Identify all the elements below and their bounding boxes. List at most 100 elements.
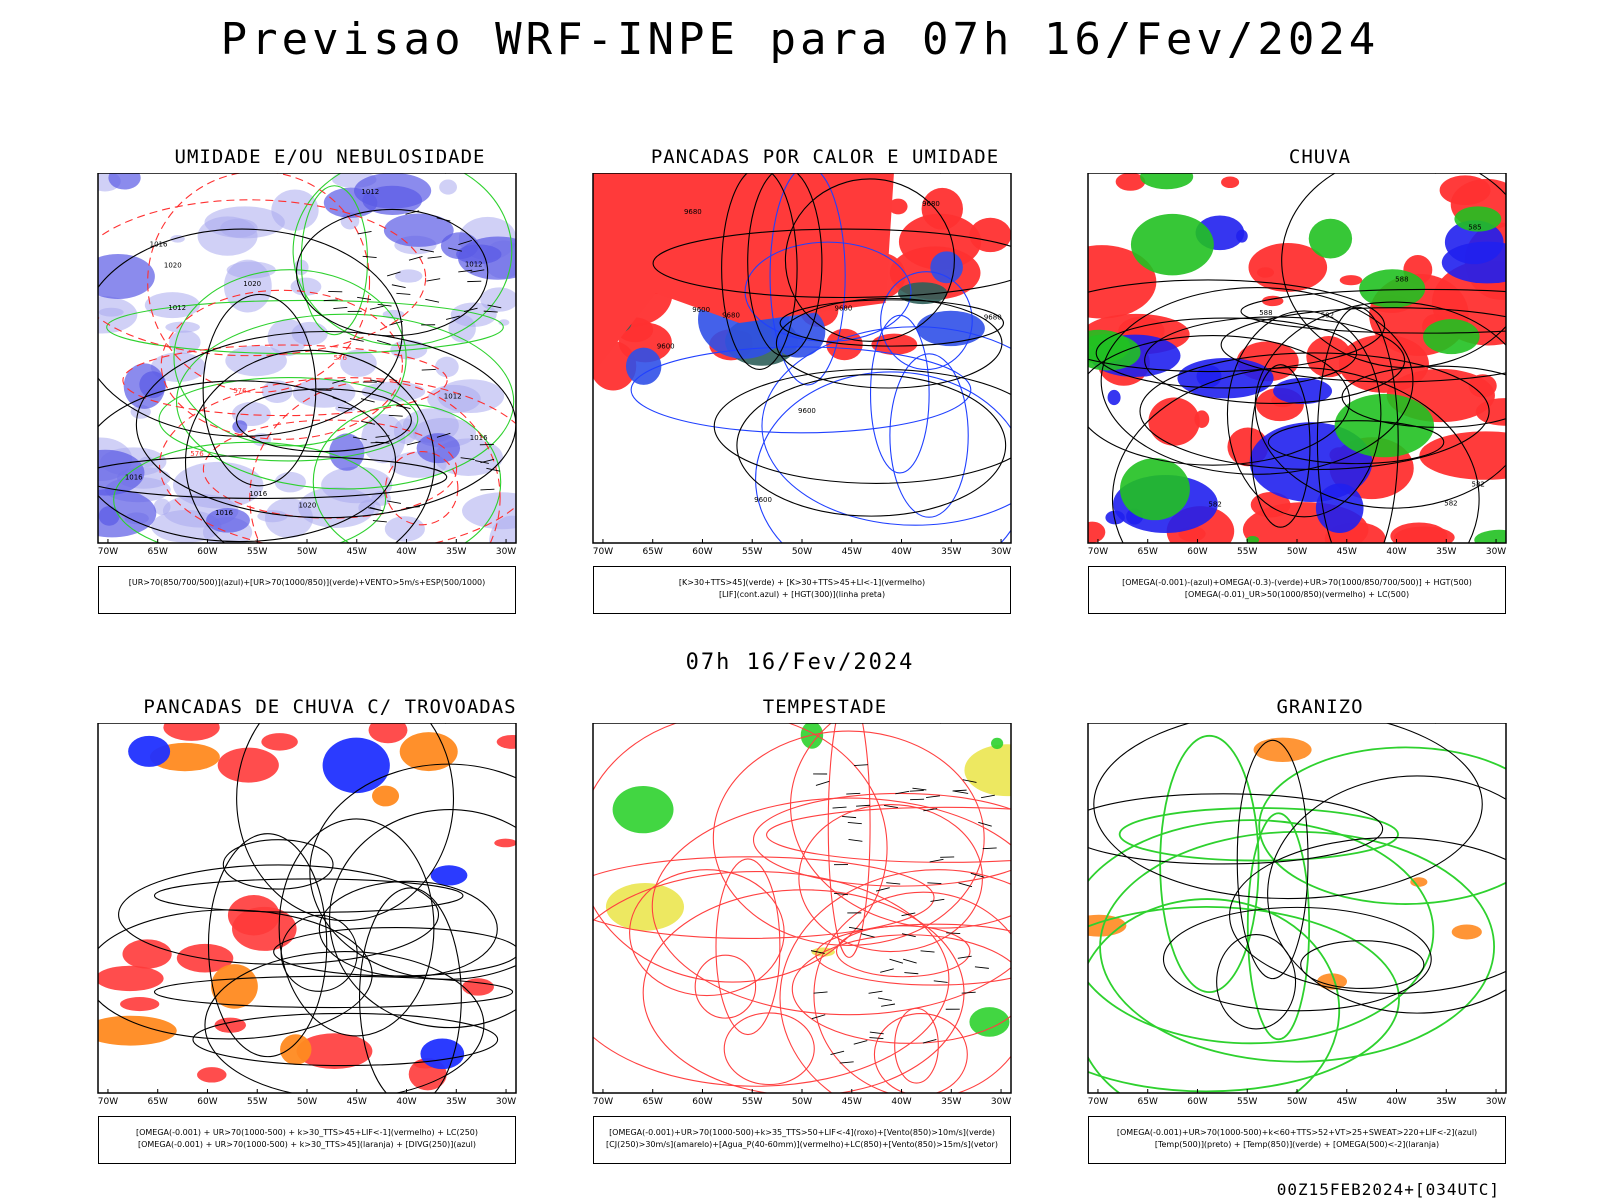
contour-line bbox=[385, 450, 459, 526]
lon-label: 60W bbox=[197, 547, 217, 557]
shaded-area bbox=[296, 1033, 373, 1070]
contour-line bbox=[295, 208, 489, 337]
contour-line bbox=[249, 380, 501, 543]
contour-line bbox=[694, 954, 757, 1019]
shaded-area bbox=[261, 380, 293, 404]
shaded-area bbox=[108, 173, 141, 190]
wind-arrow bbox=[839, 1061, 854, 1064]
lon-label: 70W bbox=[1088, 1097, 1108, 1107]
map-plot: 12S15S18S21S24S27S30S33S36S39S42S70W65W6… bbox=[97, 173, 517, 557]
lon-label: 70W bbox=[593, 1097, 613, 1107]
wind-arrow bbox=[912, 787, 927, 791]
shaded-area bbox=[122, 939, 172, 969]
wind-arrow bbox=[927, 882, 942, 884]
lon-label: 55W bbox=[1237, 547, 1257, 557]
shaded-area bbox=[1451, 924, 1482, 940]
contour-label: 1016 bbox=[249, 490, 267, 498]
shaded-area bbox=[280, 1034, 312, 1065]
contour-line bbox=[280, 914, 358, 992]
contour-line bbox=[1088, 335, 1351, 466]
contour-label: 1012 bbox=[444, 393, 462, 401]
mid-title: 07h 16/Fev/2024 bbox=[685, 650, 915, 675]
shaded-area bbox=[780, 332, 804, 349]
contour-line bbox=[292, 173, 513, 347]
contour-label: 1020 bbox=[164, 262, 182, 270]
shaded-area bbox=[1246, 536, 1260, 543]
lon-label: 55W bbox=[742, 547, 762, 557]
shaded-area bbox=[916, 310, 985, 347]
contour-line bbox=[1088, 906, 1400, 1093]
contour-line bbox=[1240, 288, 1506, 334]
contour-line bbox=[106, 299, 504, 355]
wind-arrow bbox=[483, 310, 498, 313]
contour-line bbox=[207, 833, 328, 1058]
legend-box: [OMEGA(-0.001) + UR>70(1000-500) + k>30_… bbox=[98, 1116, 516, 1164]
contour-line bbox=[204, 951, 485, 1093]
shaded-area bbox=[1474, 529, 1506, 543]
shaded-area bbox=[1119, 458, 1190, 521]
wind-arrow bbox=[370, 379, 384, 384]
wind-arrow bbox=[387, 500, 401, 504]
lon-label: 55W bbox=[1237, 1097, 1257, 1107]
wind-arrow bbox=[978, 821, 992, 827]
wind-arrow bbox=[427, 256, 442, 259]
wind-arrow bbox=[958, 882, 973, 888]
wind-arrow bbox=[333, 307, 348, 309]
lon-label: 50W bbox=[297, 547, 317, 557]
contour-line bbox=[118, 864, 440, 965]
map-plot: 12S15S18S21S24S27S30S33S36S39S42S70W65W6… bbox=[592, 723, 1012, 1107]
wind-arrow bbox=[930, 898, 945, 902]
legend-line-1: [OMEGA(-0.001)+UR>70(1000-500)+k>35_TTS>… bbox=[609, 1128, 995, 1137]
wind-arrow bbox=[833, 892, 848, 896]
wind-arrow bbox=[357, 230, 372, 235]
legend-line-1: [UR>70(850/700/500)](azul)+[UR>70(1000/8… bbox=[128, 578, 486, 587]
shaded-area bbox=[204, 206, 285, 239]
shaded-area bbox=[128, 735, 171, 767]
contour-line bbox=[755, 371, 1011, 543]
wind-arrow bbox=[426, 278, 441, 282]
wind-arrow bbox=[869, 1037, 884, 1040]
shaded-area bbox=[494, 838, 516, 848]
contour-line bbox=[1111, 366, 1480, 543]
contour-line bbox=[98, 380, 397, 543]
contour-line bbox=[736, 374, 1007, 517]
shaded-area bbox=[399, 732, 458, 772]
shaded-area bbox=[1390, 522, 1448, 543]
shaded-area bbox=[98, 965, 164, 992]
contour-line bbox=[273, 927, 516, 977]
shaded-area bbox=[930, 251, 963, 284]
lon-label: 65W bbox=[643, 547, 663, 557]
wind-arrow bbox=[405, 210, 420, 215]
shaded-area bbox=[1308, 218, 1353, 259]
lon-label: 35W bbox=[1436, 547, 1456, 557]
contour-line bbox=[1088, 819, 1435, 1045]
panel-title: GRANIZO bbox=[1276, 696, 1364, 718]
contour-line bbox=[715, 858, 781, 1036]
shaded-area bbox=[98, 506, 120, 526]
contour-line bbox=[815, 923, 1011, 986]
contour-line bbox=[1258, 746, 1506, 905]
shaded-area bbox=[361, 381, 426, 402]
shaded-area bbox=[605, 883, 685, 931]
lon-label: 40W bbox=[1386, 547, 1406, 557]
contour-line bbox=[329, 808, 516, 1029]
shaded-area bbox=[1419, 431, 1506, 480]
contour-line bbox=[278, 818, 435, 1037]
shaded-area bbox=[1248, 242, 1328, 292]
wind-arrow bbox=[388, 414, 403, 417]
map-plot: 12S15S18S21S24S27S30S33S36S39S42S70W65W6… bbox=[592, 173, 1012, 557]
shaded-area bbox=[368, 723, 408, 744]
lon-label: 40W bbox=[396, 1097, 416, 1107]
wind-arrow bbox=[436, 432, 451, 438]
contour-line bbox=[159, 377, 516, 543]
shaded-area bbox=[416, 433, 461, 464]
shaded-area bbox=[150, 352, 206, 382]
panel-tempestade: TEMPESTADE 12S15S18S21S24S27S30S33S36S39… bbox=[575, 696, 1075, 1176]
panel-granizo: GRANIZO 12S15S18S21S24S27S30S33S36S39S42… bbox=[1070, 696, 1570, 1176]
lon-label: 40W bbox=[1386, 1097, 1406, 1107]
contour-line bbox=[1229, 837, 1506, 994]
legend-line-2: [Temp(500)](preto) + [Temp(850)](verde) … bbox=[1154, 1140, 1440, 1149]
wind-arrow bbox=[338, 406, 353, 410]
wind-arrow bbox=[886, 882, 901, 885]
contour-label: 582 bbox=[1208, 500, 1221, 508]
